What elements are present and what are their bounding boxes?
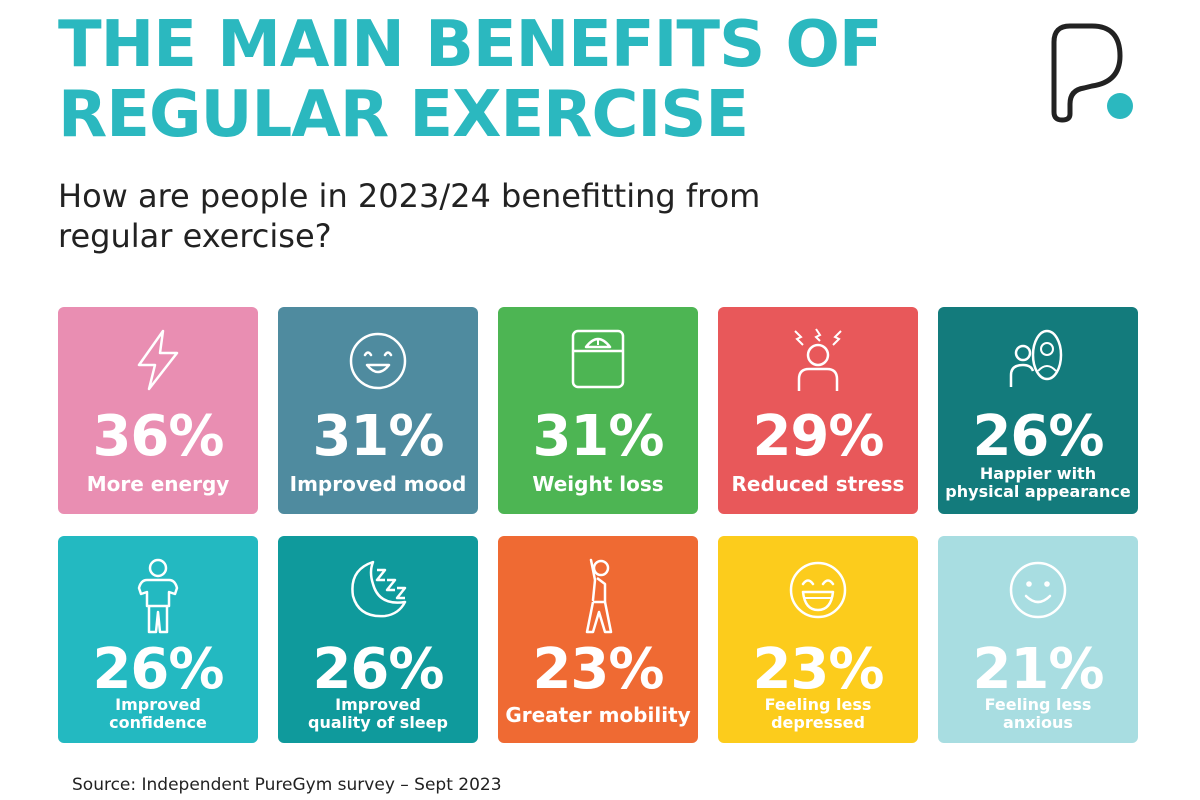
page-title: THE MAIN BENEFITS OF REGULAR EXERCISE [58, 10, 958, 150]
benefit-label-line-2: physical appearance [945, 482, 1131, 501]
benefit-label-line-2: anxious [1003, 713, 1073, 732]
confident-person-icon [137, 558, 179, 634]
benefit-value: 31% [532, 404, 664, 469]
benefit-label-line-1: Reduced stress [731, 472, 905, 496]
benefit-tile-reduced-stress: 29% Reduced stress [718, 307, 918, 514]
puregym-logo-icon [1051, 23, 1133, 123]
benefit-tile-less-anxious: 21% Feeling less anxious [938, 536, 1138, 743]
scale-icon [571, 329, 625, 389]
moon-sleep-icon [351, 560, 407, 618]
benefit-label-line-1: Feeling less [764, 695, 872, 714]
benefit-label: More energy [64, 473, 252, 495]
benefit-value: 26% [312, 637, 444, 702]
benefit-tile-improved-confidence: 26% Improved confidence [58, 536, 258, 743]
benefit-value: 26% [972, 404, 1104, 469]
benefit-label-line-1: Improved mood [289, 472, 467, 496]
laughing-face-icon [789, 561, 847, 619]
benefit-value: 26% [92, 637, 224, 702]
benefit-label-line-1: Improved [335, 695, 421, 714]
benefit-label: Improved confidence [64, 696, 252, 732]
title-line-1: THE MAIN BENEFITS OF [58, 8, 883, 82]
benefit-label-line-1: Feeling less [984, 695, 1092, 714]
benefit-value: 23% [752, 637, 884, 702]
benefit-label-line-2: depressed [771, 713, 865, 732]
benefit-label: Weight loss [504, 473, 692, 495]
benefit-value: 36% [92, 404, 224, 469]
benefit-tile-weight-loss: 31% Weight loss [498, 307, 698, 514]
benefit-tile-physical-appearance: 26% Happier with physical appearance [938, 307, 1138, 514]
benefit-tile-less-depressed: 23% Feeling less depressed [718, 536, 918, 743]
benefit-label: Improved quality of sleep [284, 696, 472, 732]
benefit-tile-improved-mood: 31% Improved mood [278, 307, 478, 514]
mirror-person-icon [1009, 329, 1063, 387]
subtitle-line-2: regular exercise? [58, 217, 332, 255]
benefit-label-line-1: Weight loss [532, 472, 664, 496]
benefit-value: 21% [972, 637, 1104, 702]
benefit-label-line-1: More energy [86, 472, 230, 496]
calm-face-icon [1009, 561, 1067, 619]
stressed-person-icon [794, 328, 842, 391]
benefit-tile-more-energy: 36% More energy [58, 307, 258, 514]
benefit-label: Greater mobility [504, 704, 692, 726]
benefit-label: Reduced stress [724, 473, 912, 495]
title-line-2: REGULAR EXERCISE [58, 78, 749, 152]
benefit-label: Happier with physical appearance [944, 465, 1132, 501]
benefit-label: Feeling less depressed [724, 696, 912, 732]
benefit-value: 23% [532, 637, 664, 702]
subtitle-line-1: How are people in 2023/24 benefitting fr… [58, 177, 761, 215]
benefit-value: 29% [752, 404, 884, 469]
stretching-person-icon [585, 558, 613, 634]
benefit-label: Feeling less anxious [944, 696, 1132, 732]
lightning-icon [137, 329, 179, 391]
benefit-label-line-1: Greater mobility [505, 703, 691, 727]
benefit-label-line-2: quality of sleep [308, 713, 448, 732]
benefit-value: 31% [312, 404, 444, 469]
benefits-grid: 36% More energy 31% Improved mood 31% We… [58, 307, 1138, 743]
benefit-label-line-2: confidence [109, 713, 207, 732]
benefit-label-line-1: Happier with [979, 464, 1097, 483]
benefit-label: Improved mood [284, 473, 472, 495]
source-note: Source: Independent PureGym survey – Sep… [72, 775, 502, 795]
benefit-tile-greater-mobility: 23% Greater mobility [498, 536, 698, 743]
benefit-tile-quality-of-sleep: 26% Improved quality of sleep [278, 536, 478, 743]
smiley-icon [349, 332, 407, 390]
page-subtitle: How are people in 2023/24 benefitting fr… [58, 176, 958, 256]
benefit-label-line-1: Improved [115, 695, 201, 714]
